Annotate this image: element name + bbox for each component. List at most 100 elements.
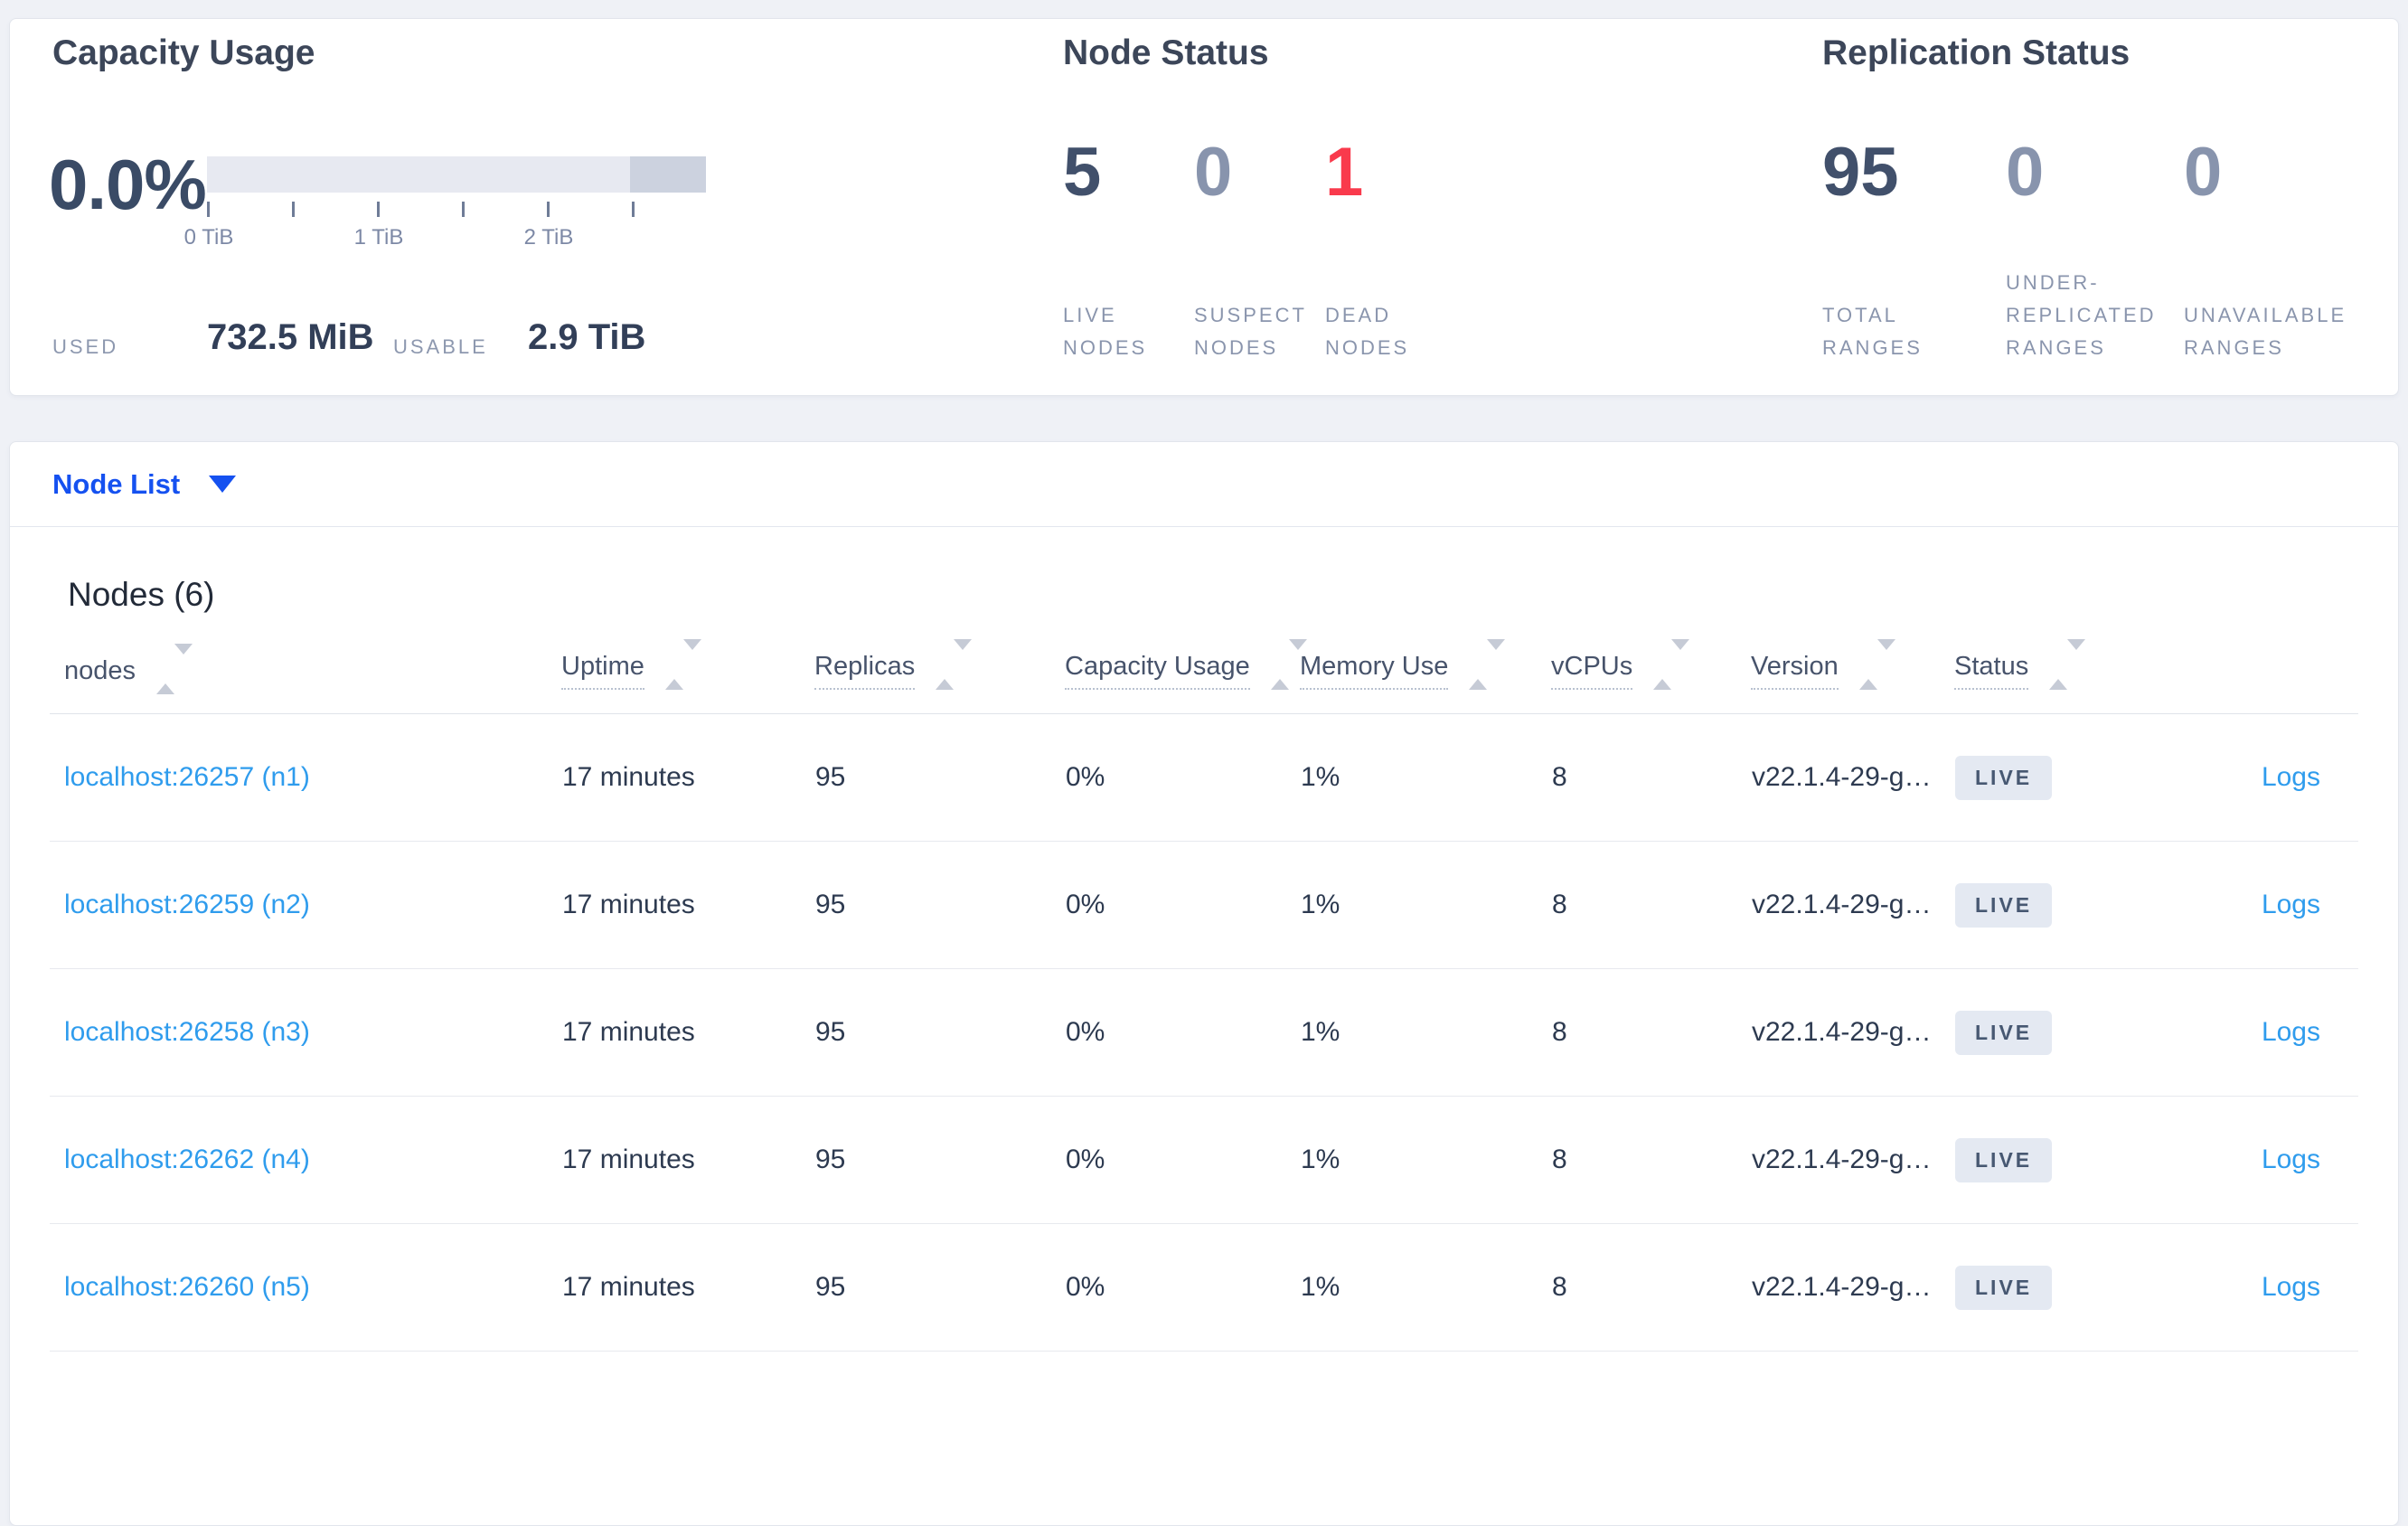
axis-tick xyxy=(462,202,465,217)
sort-icon xyxy=(2049,639,2086,690)
unavailable-ranges-stat: 0 UNAVAILABLE RANGES xyxy=(2184,135,2377,364)
column-header-logs xyxy=(2188,623,2358,714)
uptime-cell: 17 minutes xyxy=(561,713,814,842)
replicas-cell: 95 xyxy=(814,841,1065,969)
status-cell: LIVE xyxy=(1954,1223,2188,1352)
uptime-cell: 17 minutes xyxy=(561,1223,814,1352)
logs-cell: Logs xyxy=(2188,1223,2358,1352)
dead-nodes-count: 1 xyxy=(1325,134,1364,211)
node-cell: localhost:26260 (n5) xyxy=(50,1223,561,1352)
capacity-usage-bar xyxy=(207,156,706,193)
dead-nodes-stat: 1 DEAD NODES xyxy=(1325,135,1432,364)
table-row: localhost:26262 (n4) 17 minutes 95 0% 1%… xyxy=(50,1096,2358,1224)
live-nodes-stat: 5 LIVE NODES xyxy=(1063,135,1170,364)
under-replicated-ranges-count: 0 xyxy=(2006,134,2045,211)
capacity-usage-cell: 0% xyxy=(1065,713,1300,842)
under-replicated-ranges-label: UNDER-REPLICATED RANGES xyxy=(2006,271,2157,359)
memory-use-cell: 1% xyxy=(1300,713,1551,842)
capacity-usage-cell: 0% xyxy=(1065,1223,1300,1352)
version-cell: v22.1.4-29-g… xyxy=(1751,1096,1954,1224)
unavailable-ranges-label: UNAVAILABLE RANGES xyxy=(2184,304,2347,359)
suspect-nodes-label: SUSPECT NODES xyxy=(1194,304,1307,359)
axis-tick-label: 0 TiB xyxy=(183,225,234,250)
replicas-cell: 95 xyxy=(814,1096,1065,1224)
status-badge: LIVE xyxy=(1955,1137,2053,1182)
replicas-cell: 95 xyxy=(814,1223,1065,1352)
version-cell: v22.1.4-29-g… xyxy=(1751,1223,1954,1352)
replicas-cell: 95 xyxy=(814,968,1065,1097)
axis-tick-label: 2 TiB xyxy=(523,225,574,250)
node-link[interactable]: localhost:26259 (n2) xyxy=(64,890,310,919)
nodes-section: Nodes (6) nodes Uptime xyxy=(10,576,2398,1352)
axis-tick xyxy=(377,202,380,217)
status-cell: LIVE xyxy=(1954,841,2188,969)
axis-tick-label: 1 TiB xyxy=(353,225,404,250)
logs-link[interactable]: Logs xyxy=(2261,890,2320,919)
vcpus-cell: 8 xyxy=(1551,968,1751,1097)
table-row: localhost:26257 (n1) 17 minutes 95 0% 1%… xyxy=(50,713,2358,842)
column-header-status[interactable]: Status xyxy=(1954,623,2188,714)
node-cell: localhost:26257 (n1) xyxy=(50,713,561,842)
suspect-nodes-count: 0 xyxy=(1194,134,1233,211)
capacity-percent: 0.0% xyxy=(49,145,207,224)
version-cell: v22.1.4-29-g… xyxy=(1751,968,1954,1097)
axis-tick xyxy=(632,202,635,217)
version-cell: v22.1.4-29-g… xyxy=(1751,713,1954,842)
node-link[interactable]: localhost:26260 (n5) xyxy=(64,1272,310,1302)
column-header-uptime[interactable]: Uptime xyxy=(561,623,814,714)
status-cell: LIVE xyxy=(1954,1096,2188,1224)
sort-icon xyxy=(156,643,193,694)
capacity-usage-cell: 0% xyxy=(1065,968,1300,1097)
status-badge: LIVE xyxy=(1955,1265,2053,1310)
nodes-heading: Nodes (6) xyxy=(68,576,215,613)
chevron-down-icon xyxy=(209,476,237,493)
node-link[interactable]: localhost:26262 (n4) xyxy=(64,1144,310,1174)
memory-use-cell: 1% xyxy=(1300,1096,1551,1224)
logs-link[interactable]: Logs xyxy=(2261,762,2320,792)
node-list-dropdown[interactable]: Node List xyxy=(10,442,2398,527)
column-header-version[interactable]: Version xyxy=(1751,623,1954,714)
table-row: localhost:26260 (n5) 17 minutes 95 0% 1%… xyxy=(50,1223,2358,1352)
total-ranges-stat: 95 TOTAL RANGES xyxy=(1822,135,1958,364)
sort-icon xyxy=(1858,639,1895,690)
column-header-capacity-usage[interactable]: Capacity Usage xyxy=(1065,623,1307,714)
vcpus-cell: 8 xyxy=(1551,1223,1751,1352)
used-label: USED xyxy=(52,335,119,358)
column-header-vcpus[interactable]: vCPUs xyxy=(1551,623,1751,714)
column-header-nodes[interactable]: nodes xyxy=(50,623,561,714)
axis-tick xyxy=(547,202,550,217)
memory-use-cell: 1% xyxy=(1300,968,1551,1097)
suspect-nodes-stat: 0 SUSPECT NODES xyxy=(1194,135,1313,364)
logs-cell: Logs xyxy=(2188,713,2358,842)
status-cell: LIVE xyxy=(1954,713,2188,842)
used-value: 732.5 MiB xyxy=(207,317,374,357)
replicas-cell: 95 xyxy=(814,713,1065,842)
column-header-replicas[interactable]: Replicas xyxy=(814,623,1065,714)
memory-use-cell: 1% xyxy=(1300,841,1551,969)
table-row: localhost:26258 (n3) 17 minutes 95 0% 1%… xyxy=(50,968,2358,1097)
logs-link[interactable]: Logs xyxy=(2261,1144,2320,1174)
dead-nodes-label: DEAD NODES xyxy=(1325,304,1410,359)
node-status-title: Node Status xyxy=(1063,33,1269,72)
status-badge: LIVE xyxy=(1955,755,2053,800)
capacity-bar-segment xyxy=(630,156,706,193)
uptime-cell: 17 minutes xyxy=(561,1096,814,1224)
total-ranges-label: TOTAL RANGES xyxy=(1822,304,1923,359)
capacity-usage-cell: 0% xyxy=(1065,1096,1300,1224)
logs-link[interactable]: Logs xyxy=(2261,1017,2320,1047)
live-nodes-label: LIVE NODES xyxy=(1063,304,1148,359)
node-cell: localhost:26262 (n4) xyxy=(50,1096,561,1224)
nodes-table: nodes Uptime Replicas Capacity Usage xyxy=(50,623,2358,1352)
node-link[interactable]: localhost:26257 (n1) xyxy=(64,762,310,792)
logs-link[interactable]: Logs xyxy=(2261,1272,2320,1302)
usable-label: USABLE xyxy=(393,335,488,358)
version-cell: v22.1.4-29-g… xyxy=(1751,841,1954,969)
column-header-memory-use[interactable]: Memory Use xyxy=(1300,623,1551,714)
under-replicated-ranges-stat: 0 UNDER-REPLICATED RANGES xyxy=(2006,135,2183,364)
sort-icon xyxy=(664,639,701,690)
total-ranges-count: 95 xyxy=(1822,134,1899,211)
vcpus-cell: 8 xyxy=(1551,713,1751,842)
node-link[interactable]: localhost:26258 (n3) xyxy=(64,1017,310,1047)
sort-icon xyxy=(1653,639,1690,690)
axis-tick xyxy=(207,202,210,217)
